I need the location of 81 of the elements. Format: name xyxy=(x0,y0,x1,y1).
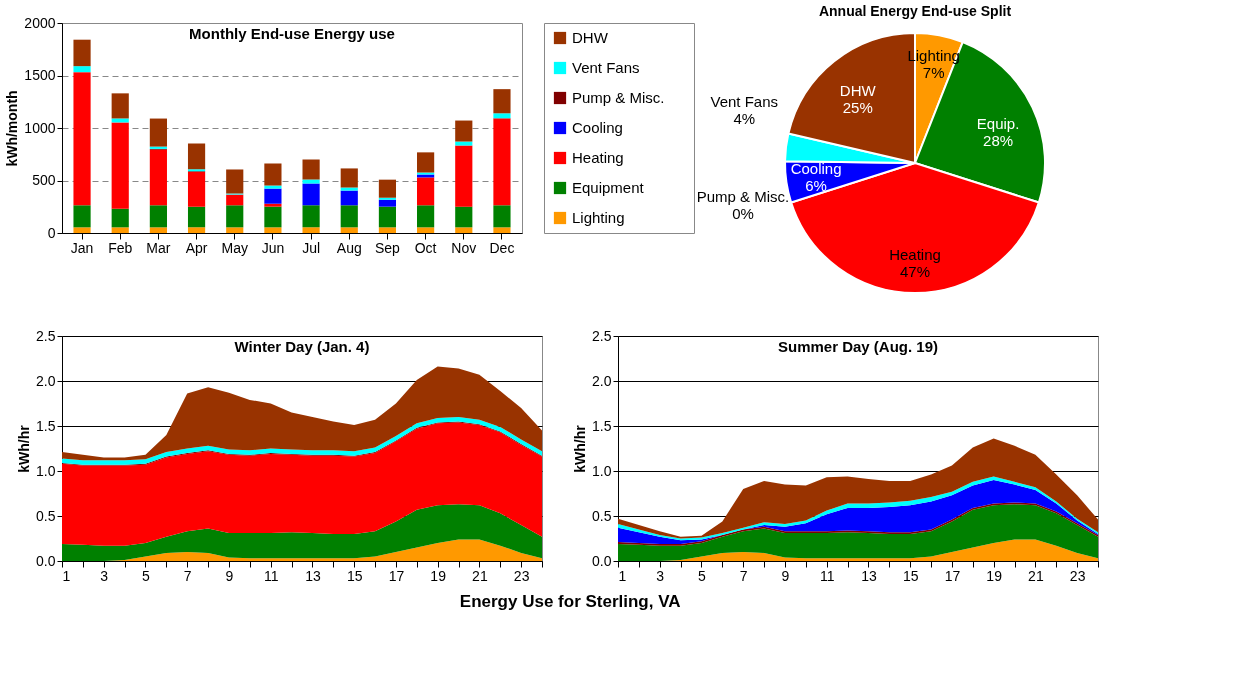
x-tick-label: 21 xyxy=(472,567,488,584)
x-tick-label: 19 xyxy=(986,567,1003,584)
x-tick-label: 19 xyxy=(430,567,447,584)
chart-title: Winter Day (Jan. 4) xyxy=(234,338,370,355)
x-tick-label: Mar xyxy=(146,239,171,256)
x-tick-label: 11 xyxy=(263,567,279,584)
x-tick-label: 3 xyxy=(656,567,665,584)
legend-label: Equipment xyxy=(572,179,645,196)
y-axis-title: kWh/hr xyxy=(16,424,33,473)
y-tick-label: 1.0 xyxy=(592,462,612,479)
x-tick-label: 13 xyxy=(861,567,877,584)
slice-label: Cooling xyxy=(790,159,842,177)
x-tick-label: 21 xyxy=(1028,567,1044,584)
y-tick-label: 0.0 xyxy=(36,552,56,569)
x-tick-label: Dec xyxy=(489,239,515,256)
y-tick-label: 0 xyxy=(47,224,56,241)
legend-label: Vent Fans xyxy=(572,59,640,76)
y-tick-label: 2.0 xyxy=(36,372,56,389)
x-tick-label: Oct xyxy=(414,239,437,256)
data-label: 25% xyxy=(842,98,873,116)
x-tick-label: 23 xyxy=(513,567,530,584)
data-label: 6% xyxy=(805,176,827,194)
y-tick-label: 1.0 xyxy=(36,462,56,479)
x-tick-label: 15 xyxy=(346,567,363,584)
y-tick-label: 2.5 xyxy=(36,327,56,344)
slice-label: Heating xyxy=(889,246,941,263)
x-tick-label: Aug xyxy=(336,239,362,256)
x-tick-label: 1 xyxy=(62,567,71,584)
y-tick-label: 0.5 xyxy=(36,507,56,524)
category-label: Pump & Misc. xyxy=(696,187,790,205)
legend-label: Heating xyxy=(572,149,624,166)
x-tick-label: 5 xyxy=(142,567,151,584)
x-tick-label: 3 xyxy=(100,567,109,584)
y-tick-label: 1000 xyxy=(24,119,56,136)
x-tick-label: Nov xyxy=(451,239,477,256)
text: Energy Use for Sterling, VA xyxy=(459,591,681,611)
data-label: 47% xyxy=(899,263,931,280)
x-tick-label: 5 xyxy=(698,567,707,584)
chart-title: Summer Day (Aug. 19) xyxy=(777,338,939,355)
y-tick-label: 0.5 xyxy=(592,507,612,524)
x-tick-label: Jul xyxy=(302,239,321,256)
slice-label: Equip. xyxy=(976,114,1020,132)
legend-label: DHW xyxy=(572,29,609,46)
legend-label: Cooling xyxy=(572,119,623,136)
x-tick-label: 1 xyxy=(618,567,627,584)
y-axis-title: kWh/month xyxy=(4,90,21,167)
x-tick-label: May xyxy=(221,239,248,256)
x-tick-label: 11 xyxy=(819,567,835,584)
x-tick-label: Jan xyxy=(70,239,94,256)
data-label: 28% xyxy=(983,131,1014,149)
x-tick-label: Jun xyxy=(261,239,285,256)
slice-label: Vent Fans xyxy=(710,93,779,111)
chart-title: Monthly End-use Energy use xyxy=(189,25,395,42)
x-tick-label: Apr xyxy=(185,239,208,256)
y-axis-title: kWh/hr xyxy=(572,424,589,473)
slice-label: DHW xyxy=(839,81,877,99)
x-tick-label: 15 xyxy=(902,567,919,584)
y-tick-label: 0.0 xyxy=(592,552,612,569)
x-tick-label: 7 xyxy=(183,567,192,584)
x-tick-label: 9 xyxy=(225,567,234,584)
x-tick-label: 9 xyxy=(781,567,790,584)
y-tick-label: 2000 xyxy=(24,14,56,31)
legend-label: Pump & Misc. xyxy=(572,89,665,106)
y-tick-label: 2.0 xyxy=(592,372,612,389)
chart-title: Annual Energy End-use Split xyxy=(818,3,1012,19)
y-tick-label: 1.5 xyxy=(592,417,612,434)
x-tick-label: 17 xyxy=(388,567,405,584)
text: 0% xyxy=(732,204,754,222)
x-tick-label: Feb xyxy=(108,239,133,256)
y-tick-label: 1.5 xyxy=(36,417,56,434)
x-tick-label: 7 xyxy=(739,567,748,584)
data-label: 7% xyxy=(922,63,945,81)
y-tick-label: 2.5 xyxy=(592,327,612,344)
legend-label: Lighting xyxy=(572,209,625,226)
x-tick-label: 17 xyxy=(944,567,961,584)
data-label: 4% xyxy=(733,110,756,128)
x-tick-label: Sep xyxy=(374,239,401,256)
x-tick-label: 23 xyxy=(1069,567,1086,584)
y-tick-label: 500 xyxy=(32,172,56,188)
x-tick-label: 13 xyxy=(305,567,321,584)
y-tick-label: 1500 xyxy=(24,67,56,83)
